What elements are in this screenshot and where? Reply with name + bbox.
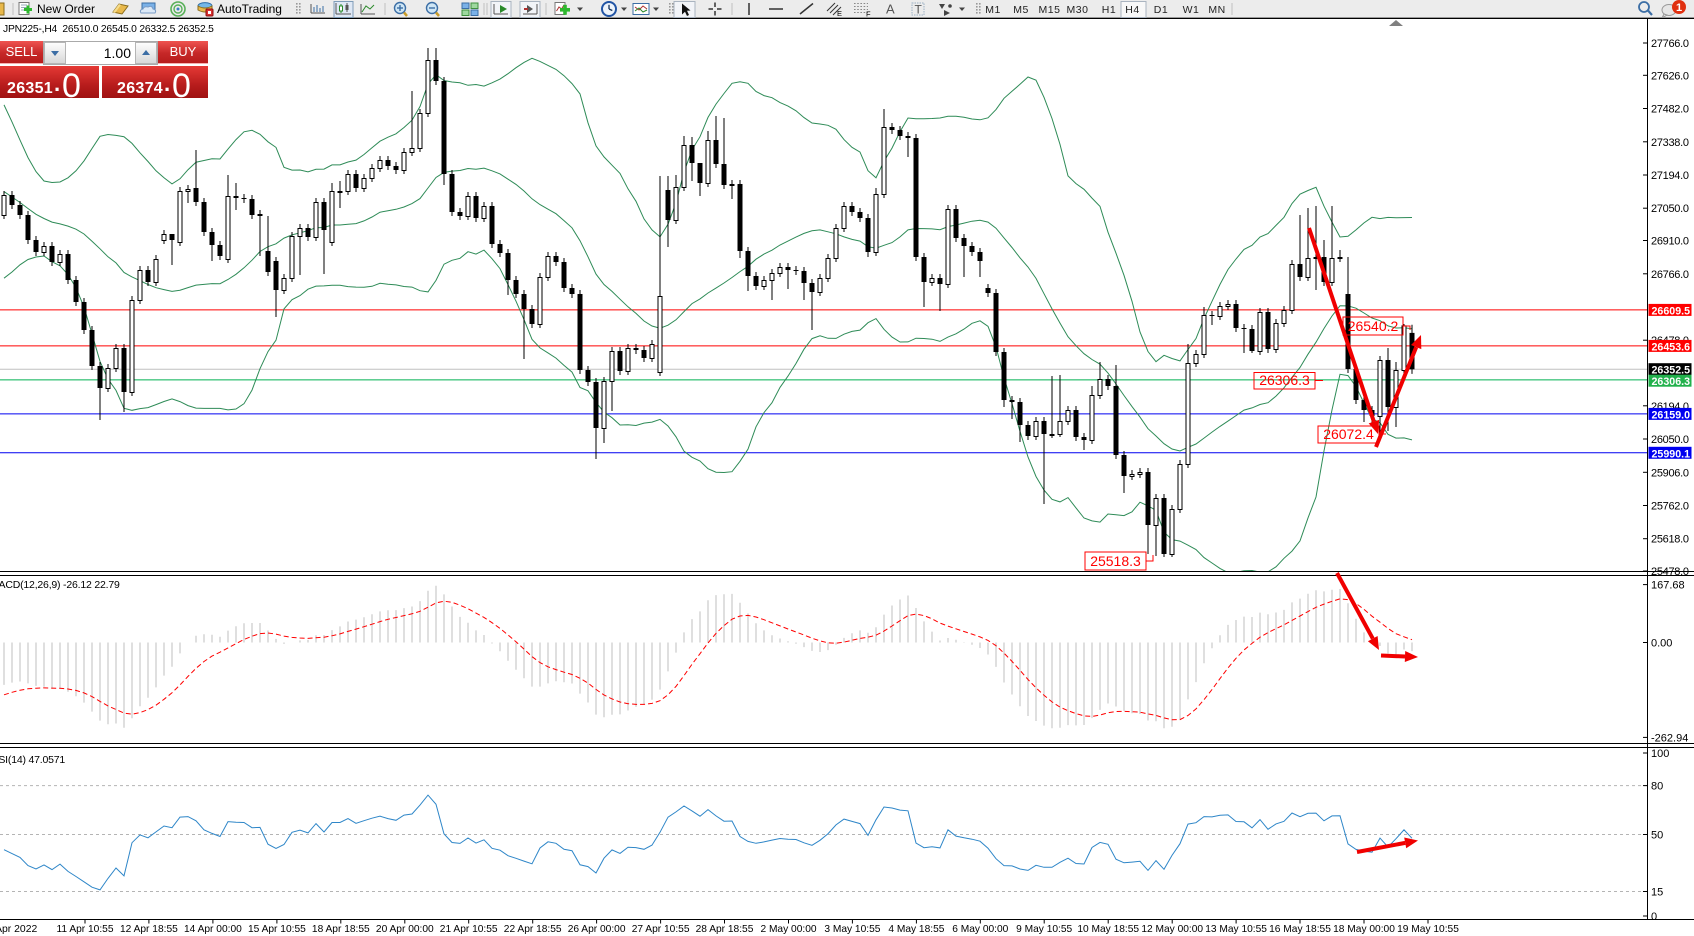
svg-text:26306.3: 26306.3	[1259, 372, 1310, 388]
svg-text:JPN225-,H4 26510.0 26545.0 26: JPN225-,H4 26510.0 26545.0 26332.5 26352…	[3, 24, 214, 35]
svg-text:25618.0: 25618.0	[1651, 534, 1689, 546]
svg-text:W1: W1	[1183, 4, 1200, 16]
svg-text:13 May 10:55: 13 May 10:55	[1205, 924, 1267, 935]
svg-text:26072.4: 26072.4	[1323, 426, 1374, 442]
svg-text:M1: M1	[985, 4, 1001, 16]
svg-text:RSI(14) 47.0571: RSI(14) 47.0571	[0, 754, 65, 766]
svg-text:MN: MN	[1208, 4, 1225, 16]
svg-text:27766.0: 27766.0	[1651, 38, 1689, 50]
svg-text:T: T	[915, 3, 923, 17]
svg-text:12 Apr 18:55: 12 Apr 18:55	[120, 924, 178, 935]
svg-text:18 May 00:00: 18 May 00:00	[1333, 924, 1395, 935]
svg-text:27626.0: 27626.0	[1651, 70, 1689, 82]
svg-text:26540.2: 26540.2	[1348, 318, 1399, 334]
svg-text:22 Apr 18:55: 22 Apr 18:55	[504, 924, 562, 935]
svg-text:26910.0: 26910.0	[1651, 236, 1689, 248]
svg-text:26766.0: 26766.0	[1651, 269, 1689, 281]
svg-text:8 Apr 2022: 8 Apr 2022	[0, 924, 37, 935]
svg-text:26159.0: 26159.0	[1652, 409, 1691, 421]
svg-text:MACD(12,26,9) -26.12 22.79: MACD(12,26,9) -26.12 22.79	[0, 579, 120, 591]
svg-text:E: E	[837, 9, 842, 18]
svg-text:80: 80	[1651, 781, 1663, 793]
svg-text:26453.6: 26453.6	[1652, 341, 1691, 353]
svg-text:26050.0: 26050.0	[1651, 434, 1689, 446]
svg-text:26306.3: 26306.3	[1652, 376, 1691, 388]
svg-text:27338.0: 27338.0	[1651, 137, 1689, 149]
svg-text:25990.1: 25990.1	[1652, 448, 1691, 460]
svg-text:26352.5: 26352.5	[1652, 365, 1691, 377]
svg-text:15 Apr 10:55: 15 Apr 10:55	[248, 924, 306, 935]
svg-text:19 May 10:55: 19 May 10:55	[1397, 924, 1459, 935]
svg-text:2 May 00:00: 2 May 00:00	[760, 924, 816, 935]
svg-text:H1: H1	[1102, 4, 1116, 16]
svg-text:M15: M15	[1039, 4, 1061, 16]
svg-text:167.68: 167.68	[1651, 580, 1685, 592]
svg-text:21 Apr 10:55: 21 Apr 10:55	[440, 924, 498, 935]
svg-text:F: F	[866, 10, 871, 19]
svg-text:100: 100	[1651, 748, 1669, 760]
svg-text:27482.0: 27482.0	[1651, 104, 1689, 116]
svg-text:28 Apr 18:55: 28 Apr 18:55	[696, 924, 754, 935]
svg-text:D1: D1	[1154, 4, 1168, 16]
svg-text:15: 15	[1651, 887, 1663, 899]
svg-text:AutoTrading: AutoTrading	[217, 2, 282, 16]
svg-text:26 Apr 00:00: 26 Apr 00:00	[568, 924, 626, 935]
svg-text:-262.94: -262.94	[1651, 732, 1688, 744]
svg-text:4 May 18:55: 4 May 18:55	[888, 924, 944, 935]
svg-text:H4: H4	[1125, 4, 1139, 16]
svg-text:M30: M30	[1067, 4, 1089, 16]
svg-text:26609.5: 26609.5	[1652, 305, 1691, 317]
svg-text:0: 0	[1651, 911, 1657, 923]
svg-text:1: 1	[1676, 2, 1682, 14]
svg-text:25762.0: 25762.0	[1651, 501, 1689, 513]
svg-text:9 May 10:55: 9 May 10:55	[1016, 924, 1072, 935]
svg-text:27194.0: 27194.0	[1651, 170, 1689, 182]
svg-text:11 Apr 10:55: 11 Apr 10:55	[56, 924, 113, 935]
svg-text:6 May 00:00: 6 May 00:00	[952, 924, 1008, 935]
svg-text:18 Apr 18:55: 18 Apr 18:55	[312, 924, 370, 935]
svg-text:New Order: New Order	[37, 2, 95, 16]
svg-text:20 Apr 00:00: 20 Apr 00:00	[376, 924, 434, 935]
svg-text:M5: M5	[1013, 4, 1029, 16]
svg-text:50: 50	[1651, 830, 1663, 842]
svg-text:25478.0: 25478.0	[1651, 566, 1689, 578]
svg-text:16 May 18:55: 16 May 18:55	[1269, 924, 1331, 935]
svg-text:0.00: 0.00	[1651, 638, 1672, 650]
svg-text:25518.3: 25518.3	[1090, 553, 1141, 569]
svg-text:27 Apr 10:55: 27 Apr 10:55	[632, 924, 690, 935]
svg-text:27050.0: 27050.0	[1651, 203, 1689, 215]
svg-text:12 May 00:00: 12 May 00:00	[1141, 924, 1203, 935]
svg-text:14 Apr 00:00: 14 Apr 00:00	[184, 924, 242, 935]
svg-text:A: A	[886, 2, 895, 17]
svg-text:3 May 10:55: 3 May 10:55	[824, 924, 880, 935]
svg-text:25906.0: 25906.0	[1651, 467, 1689, 479]
svg-text:10 May 18:55: 10 May 18:55	[1077, 924, 1139, 935]
